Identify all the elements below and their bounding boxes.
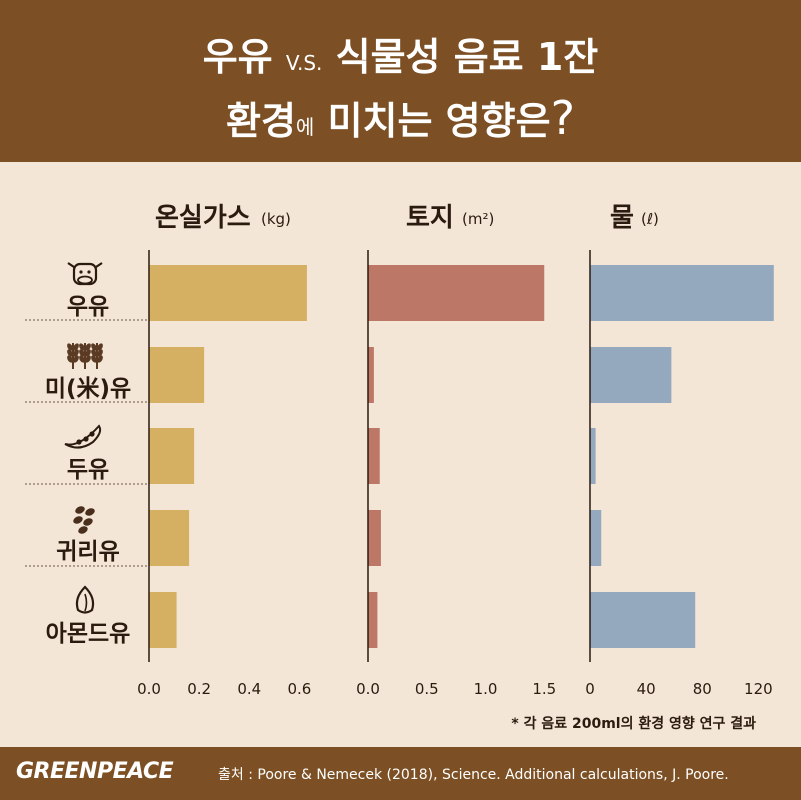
almond-icon — [75, 585, 95, 614]
x-tick-label: 80 — [693, 680, 712, 698]
bar — [590, 428, 596, 484]
panel-title: 토지 — [406, 203, 454, 233]
greenpeace-logo: GREENPEACE — [16, 759, 174, 784]
panel-unit: (ℓ) — [641, 210, 659, 228]
bar — [149, 592, 177, 648]
panel-unit: (kg) — [261, 210, 291, 228]
x-tick-label: 0.4 — [237, 680, 261, 698]
bar — [368, 510, 381, 566]
title-particle: 에 — [295, 115, 315, 139]
source-citation: 출처 : Poore & Nemecek (2018), Science. Ad… — [218, 767, 729, 783]
title-milk: 우유 — [202, 35, 273, 79]
bar — [590, 347, 672, 403]
x-tick-label: 1.5 — [532, 680, 556, 698]
title-vs: V.S. — [285, 51, 323, 75]
bar — [368, 592, 378, 648]
x-tick-label: 40 — [637, 680, 656, 698]
oat-icon — [73, 506, 95, 534]
bar — [149, 510, 190, 566]
soybean-icon — [64, 424, 102, 449]
title-line-2: 환경에 미치는 영향은? — [0, 90, 801, 145]
bar — [590, 592, 696, 648]
title-environment: 환경 — [226, 99, 296, 143]
category-label: 두유 — [67, 457, 109, 483]
category-label: 아몬드유 — [46, 621, 131, 647]
footnote: * 각 음료 200ml의 환경 영향 연구 결과 — [511, 715, 756, 732]
title-impact: 미치는 영향은 — [327, 99, 551, 143]
bar — [149, 428, 195, 484]
panel-title: 온실가스 — [155, 203, 251, 233]
bar — [149, 265, 307, 321]
bar — [368, 265, 545, 321]
bar — [149, 347, 205, 403]
x-tick-label: 0.0 — [137, 680, 161, 698]
title-plant-drink: 식물성 음료 1잔 — [335, 35, 599, 79]
x-tick-label: 0.0 — [356, 680, 380, 698]
category-label: 미(米)유 — [45, 376, 131, 402]
header-banner: 우유 V.S. 식물성 음료 1잔 환경에 미치는 영향은? — [0, 0, 801, 162]
x-tick-label: 1.0 — [474, 680, 498, 698]
rice-icon — [67, 343, 103, 369]
title-line-1: 우유 V.S. 식물성 음료 1잔 — [0, 26, 801, 81]
x-tick-label: 0.2 — [187, 680, 211, 698]
panel-unit: (m²) — [462, 210, 494, 228]
bar — [368, 428, 380, 484]
cow-icon — [67, 262, 103, 286]
x-tick-label: 0 — [585, 680, 595, 698]
title-question-mark: ? — [550, 91, 575, 145]
footer-banner: GREENPEACE 출처 : Poore & Nemecek (2018), … — [0, 747, 801, 800]
category-label: 우유 — [67, 294, 109, 320]
category-label: 귀리유 — [56, 539, 119, 565]
panel-title: 물 — [610, 203, 634, 233]
x-tick-label: 0.6 — [287, 680, 311, 698]
x-tick-label: 0.5 — [415, 680, 439, 698]
x-tick-label: 120 — [744, 680, 773, 698]
bar — [590, 510, 602, 566]
bar — [368, 347, 374, 403]
bar — [590, 265, 774, 321]
